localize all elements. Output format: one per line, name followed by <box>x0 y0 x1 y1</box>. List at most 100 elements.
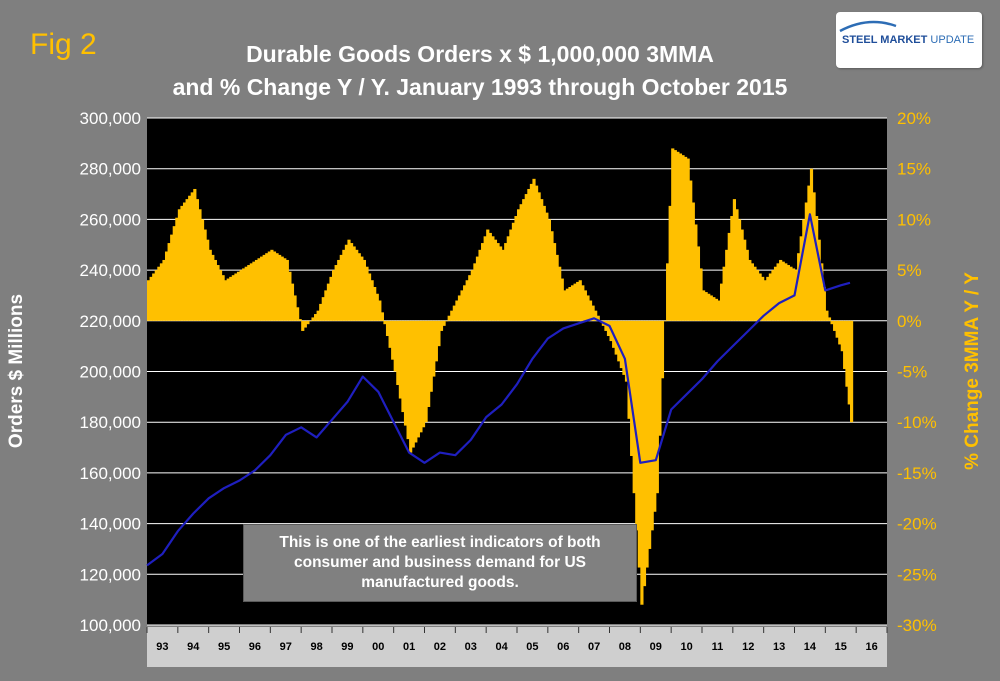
yoy-bar <box>401 320 405 413</box>
yoy-bar <box>637 320 641 568</box>
x-tick-label: 08 <box>619 641 631 653</box>
yoy-bar <box>684 156 688 321</box>
yoy-bar <box>681 155 685 321</box>
yoy-bar <box>627 320 631 419</box>
yoy-bar <box>820 263 824 321</box>
yoy-bar <box>560 278 564 321</box>
yoy-bar <box>319 303 323 321</box>
yoy-bar <box>455 300 459 321</box>
yoy-bar <box>224 280 228 321</box>
yoy-bar <box>218 270 223 321</box>
y2-tick-label: -15% <box>897 464 937 483</box>
yoy-bar <box>254 259 259 321</box>
yoy-bar <box>586 295 590 321</box>
yoy-bar <box>180 205 184 321</box>
yoy-bar <box>781 261 785 321</box>
x-tick-label: 99 <box>341 641 353 653</box>
yoy-bar <box>429 320 433 392</box>
y2-tick-label: 10% <box>897 210 931 229</box>
yoy-bar <box>198 209 202 321</box>
yoy-bar <box>833 320 837 331</box>
chart-title: Durable Goods Orders x $ 1,000,000 3MMA … <box>110 38 850 104</box>
yoy-bar <box>398 320 402 399</box>
yoy-bar <box>365 266 369 321</box>
x-tick-label: 98 <box>310 641 322 653</box>
yoy-bar <box>815 216 819 321</box>
yoy-bar <box>835 320 839 338</box>
yoy-bar <box>447 315 451 321</box>
yoy-bar <box>663 320 667 322</box>
yoy-bar <box>529 183 534 321</box>
yoy-bar <box>725 249 729 321</box>
yoy-bar <box>768 273 772 321</box>
x-tick-label: 95 <box>218 641 230 653</box>
y2-tick-label: -30% <box>897 616 937 635</box>
yoy-bar <box>334 265 338 321</box>
yoy-bar <box>776 263 780 321</box>
yoy-bar <box>373 287 377 321</box>
x-tick-label: 02 <box>434 641 446 653</box>
yoy-bar <box>278 254 282 321</box>
yoy-bar <box>653 320 657 512</box>
yoy-bar <box>367 273 372 321</box>
yoy-bar <box>709 295 713 321</box>
yoy-bar <box>581 285 585 321</box>
chart-title-line-1: Durable Goods Orders x $ 1,000,000 3MMA <box>246 41 714 67</box>
x-tick-label: 07 <box>588 641 600 653</box>
yoy-bar <box>807 185 811 321</box>
yoy-bar <box>437 320 441 347</box>
yoy-bar <box>157 266 161 321</box>
yoy-bar <box>758 273 762 321</box>
y-tick-label: 240,000 <box>80 261 141 280</box>
yoy-bar <box>570 285 575 321</box>
yoy-bar <box>177 209 182 321</box>
yoy-bar <box>321 297 325 321</box>
yoy-bar <box>329 276 333 321</box>
yoy-bar <box>265 253 269 321</box>
yoy-bar <box>622 320 626 375</box>
yoy-bar <box>737 219 742 321</box>
y-tick-label: 260,000 <box>80 210 141 229</box>
yoy-bar <box>552 243 557 321</box>
yoy-bar <box>550 231 554 321</box>
yoy-bar <box>843 320 847 369</box>
yoy-bar <box>213 259 217 321</box>
yoy-bar <box>635 320 639 531</box>
yoy-bar <box>766 276 770 321</box>
x-tick-label: 13 <box>773 641 785 653</box>
yoy-bar <box>761 276 765 321</box>
yoy-bar <box>660 320 665 379</box>
yoy-bar <box>732 199 737 321</box>
yoy-bar <box>206 239 210 321</box>
yoy-bar <box>791 268 796 321</box>
yoy-bar <box>499 246 503 321</box>
yoy-bar <box>483 236 487 321</box>
yoy-bar <box>419 320 423 433</box>
yoy-bar <box>583 290 587 321</box>
yoy-bar <box>470 270 474 321</box>
logo-swoosh-icon <box>839 20 897 33</box>
yoy-bar <box>745 249 749 321</box>
yoy-bar <box>216 265 220 321</box>
yoy-bar <box>514 216 518 321</box>
yoy-bar <box>519 204 523 321</box>
yoy-bar <box>799 236 803 321</box>
yoy-bar <box>170 234 174 321</box>
y-tick-label: 140,000 <box>80 515 141 534</box>
yoy-bar <box>689 180 693 321</box>
yoy-bar <box>290 283 295 321</box>
yoy-bar <box>473 263 477 321</box>
yoy-bar <box>678 153 683 321</box>
yoy-bar <box>324 290 328 321</box>
yoy-bar <box>596 315 600 321</box>
yoy-bar <box>249 263 253 321</box>
yoy-bar <box>393 320 397 372</box>
yoy-bar <box>488 232 492 321</box>
yoy-bar <box>648 320 652 549</box>
yoy-bar <box>411 320 415 448</box>
yoy-bar <box>671 148 675 321</box>
yoy-bar <box>326 283 331 321</box>
yoy-bar <box>565 288 569 321</box>
yoy-bar <box>655 320 659 494</box>
yoy-bar <box>185 199 189 321</box>
